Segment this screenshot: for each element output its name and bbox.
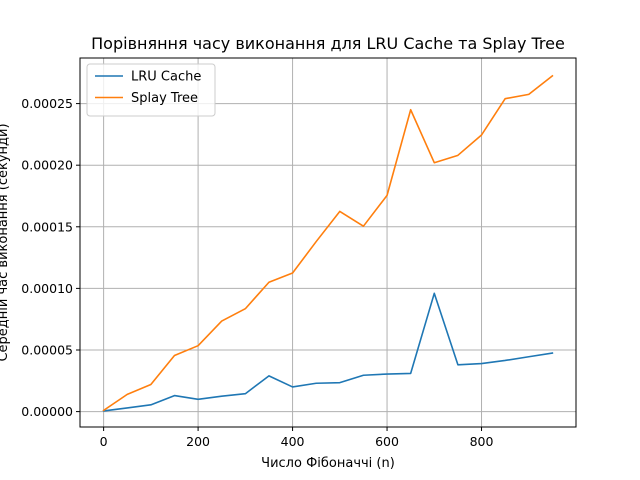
y-tick-label: 0.00020 [21, 158, 73, 173]
legend: LRU Cache Splay Tree [86, 63, 216, 117]
series-line-splay-tree [102, 74, 554, 412]
x-tick-label: 0 [100, 434, 108, 449]
y-tick-label: 0.00015 [21, 219, 73, 234]
grid [80, 58, 576, 427]
x-tick-label: 200 [186, 434, 210, 449]
y-axis-label: Середній час виконання (секунди) [0, 123, 11, 361]
x-tick-label: 400 [281, 434, 305, 449]
y-tick-label: 0.00025 [21, 96, 73, 111]
legend-box [86, 63, 216, 117]
y-tick-label: 0.00010 [21, 281, 73, 296]
legend-label-lru-cache: LRU Cache [131, 70, 201, 85]
x-axis-label: Число Фібоначчі (n) [261, 456, 395, 471]
plot-lines [102, 74, 554, 412]
chart-title: Порівняння часу виконання для LRU Cache … [91, 34, 565, 53]
axis-ticks: 0 200 400 600 800 0.00000 0.00005 0.00010 0.0001… [21, 96, 493, 449]
y-tick-label: 0.00005 [21, 342, 73, 357]
x-tick-label: 600 [375, 434, 399, 449]
plot-frame [79, 57, 577, 428]
x-tick-label: 800 [470, 434, 494, 449]
y-tick-label: 0.00000 [21, 404, 73, 419]
legend-label-splay-tree: Splay Tree [131, 91, 198, 106]
series-line-lru-cache [102, 292, 554, 412]
